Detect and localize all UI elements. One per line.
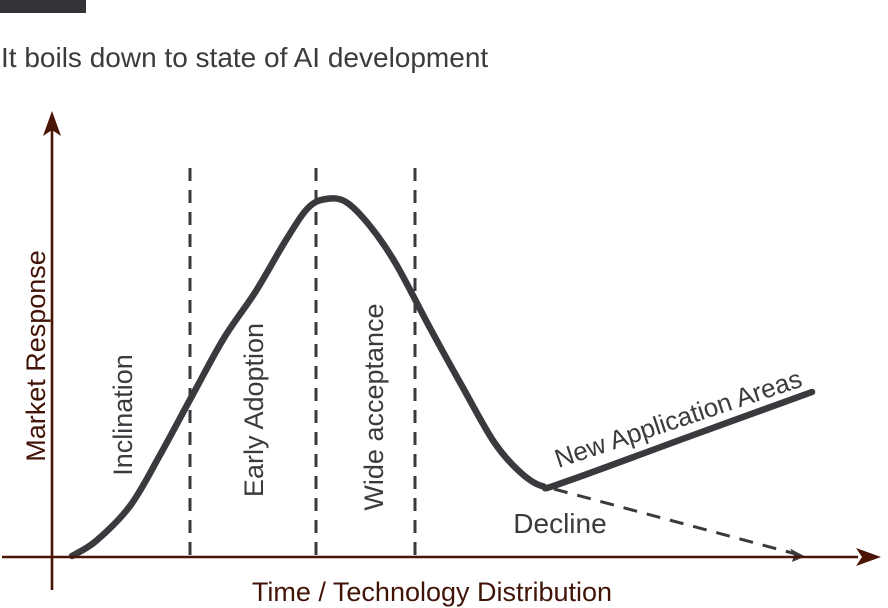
phase-label-new-application-areas: New Application Areas [551, 363, 806, 474]
y-axis-title: Market Response [21, 250, 51, 462]
x-axis-title: Time / Technology Distribution [252, 577, 612, 607]
decline-projection-line [553, 487, 797, 556]
phase-label-wide-acceptance: Wide acceptance [359, 303, 389, 510]
phase-label-decline: Decline [513, 508, 606, 539]
phase-label-inclination: Inclination [108, 354, 138, 476]
slide-title: It boils down to state of AI development [1, 42, 489, 73]
decline-arrowhead-icon [790, 548, 805, 562]
market-response-curve [68, 195, 816, 560]
y-axis-arrowhead-icon [43, 111, 61, 136]
x-axis-arrowhead-icon [856, 548, 881, 566]
phase-label-early-adoption: Early Adoption [239, 323, 269, 497]
accent-bar [0, 0, 86, 13]
